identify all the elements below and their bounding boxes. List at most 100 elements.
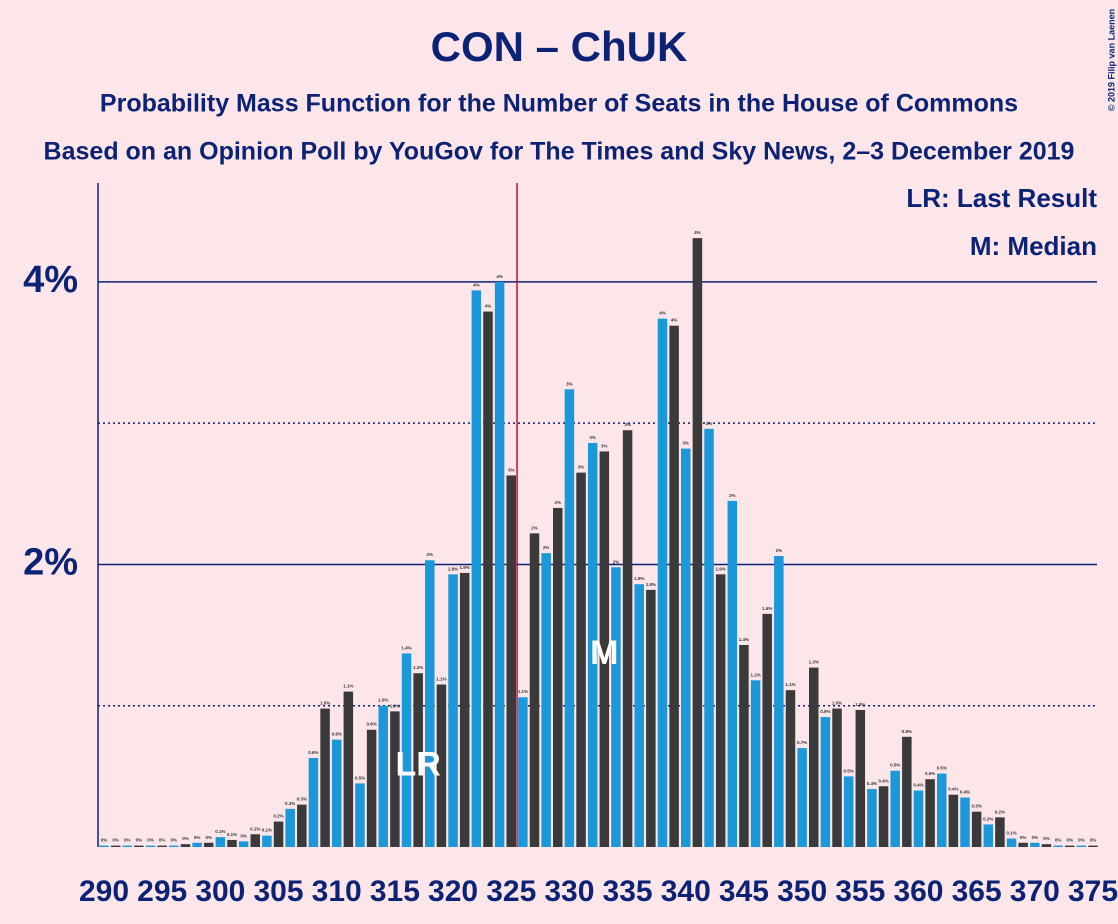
bar xyxy=(867,789,877,847)
value-label: 1.0% xyxy=(855,702,865,707)
value-label: 1.8% xyxy=(646,582,656,587)
value-label: 0% xyxy=(101,838,108,843)
value-label: 0.5% xyxy=(355,775,365,780)
bar xyxy=(902,736,912,847)
value-label: 0% xyxy=(159,838,166,843)
value-label: 1.0% xyxy=(378,698,388,703)
x-tick-label: 375 xyxy=(1068,875,1118,908)
value-label: 0.1% xyxy=(227,832,237,837)
bar xyxy=(494,281,505,847)
x-tick-label: 325 xyxy=(486,875,536,908)
bar xyxy=(878,786,889,847)
annotation: LR xyxy=(395,745,440,783)
value-label: 0.8% xyxy=(902,729,912,734)
bar xyxy=(576,472,586,847)
value-label: 2% xyxy=(427,552,434,557)
value-label: 1.4% xyxy=(401,645,411,650)
value-label: 0.1% xyxy=(215,829,225,834)
bar xyxy=(134,845,144,847)
x-tick-label: 310 xyxy=(312,875,362,908)
value-label: 0% xyxy=(240,833,247,838)
value-label: 1.1% xyxy=(343,684,353,689)
value-label: 0% xyxy=(1066,838,1073,843)
bar xyxy=(727,500,738,847)
bar xyxy=(774,555,784,847)
value-label: 0.2% xyxy=(273,814,283,819)
x-tick-label: 345 xyxy=(719,875,769,908)
bar xyxy=(250,834,261,847)
value-label: 1.3% xyxy=(809,660,819,665)
value-label: 3% xyxy=(706,421,713,426)
value-label: 0% xyxy=(182,836,189,841)
bar xyxy=(797,748,807,847)
value-label: 1.0% xyxy=(832,701,842,706)
bar xyxy=(99,845,109,847)
value-label: 4% xyxy=(671,318,678,323)
x-tick-label: 340 xyxy=(661,875,711,908)
value-label: 0% xyxy=(194,835,201,840)
bar xyxy=(355,783,365,847)
value-label: 2% xyxy=(555,500,562,505)
x-tick-label: 365 xyxy=(952,875,1002,908)
value-label: 4% xyxy=(694,230,701,235)
bar xyxy=(448,574,458,847)
y-tick-label: 2% xyxy=(23,541,78,583)
bar xyxy=(832,708,842,847)
x-tick-label: 330 xyxy=(544,875,594,908)
bar xyxy=(611,567,621,847)
bar xyxy=(960,797,970,847)
value-label: 0.4% xyxy=(948,787,958,792)
bar xyxy=(1041,844,1052,847)
value-label: 4% xyxy=(485,304,492,309)
bar xyxy=(1006,838,1017,847)
bar xyxy=(622,430,633,847)
value-label: 0.4% xyxy=(913,782,923,787)
x-tick-label: 370 xyxy=(1010,875,1060,908)
x-tick-label: 305 xyxy=(253,875,303,908)
value-label: 0.5% xyxy=(844,768,854,773)
value-label: 0% xyxy=(171,838,178,843)
bar xyxy=(238,841,249,847)
bar xyxy=(157,845,167,847)
value-label: 0% xyxy=(1032,835,1039,840)
bar xyxy=(436,684,447,847)
bar xyxy=(425,560,435,847)
bar xyxy=(995,817,1005,847)
bar xyxy=(343,691,354,847)
value-label: 1.4% xyxy=(739,637,749,642)
value-label: 3% xyxy=(508,467,515,472)
bar xyxy=(855,709,866,847)
chart-subtitle: Based on an Opinion Poll by YouGov for T… xyxy=(44,138,1075,166)
bar xyxy=(227,839,237,847)
bar xyxy=(681,448,691,847)
bar xyxy=(308,757,319,847)
bar xyxy=(297,804,307,847)
value-label: 3% xyxy=(624,422,631,427)
bar xyxy=(285,808,295,847)
bar xyxy=(192,842,202,847)
value-label: 0% xyxy=(1055,838,1062,843)
bar xyxy=(366,729,377,847)
y-tick-label: 4% xyxy=(23,259,78,301)
bar xyxy=(529,533,540,847)
bar xyxy=(750,680,761,847)
value-label: 1.0% xyxy=(320,701,330,706)
bar xyxy=(669,325,679,848)
x-tick-label: 335 xyxy=(603,875,653,908)
value-label: 1.9% xyxy=(448,566,458,571)
bar xyxy=(587,442,598,847)
bar xyxy=(646,589,656,847)
bar xyxy=(110,845,121,847)
bar xyxy=(1030,842,1040,847)
value-label: 0% xyxy=(124,838,131,843)
bar xyxy=(180,844,191,847)
value-label: 0% xyxy=(1043,836,1050,841)
value-label: 0.5% xyxy=(937,766,947,771)
bar xyxy=(471,290,482,847)
value-label: 1.2% xyxy=(750,672,760,677)
bar xyxy=(401,653,412,847)
copyright: © 2019 Filip van Laenen xyxy=(1106,9,1116,111)
chart-subtitle: Probability Mass Function for the Number… xyxy=(100,90,1018,118)
value-label: 2% xyxy=(531,525,538,530)
value-label: 0.8% xyxy=(366,722,376,727)
